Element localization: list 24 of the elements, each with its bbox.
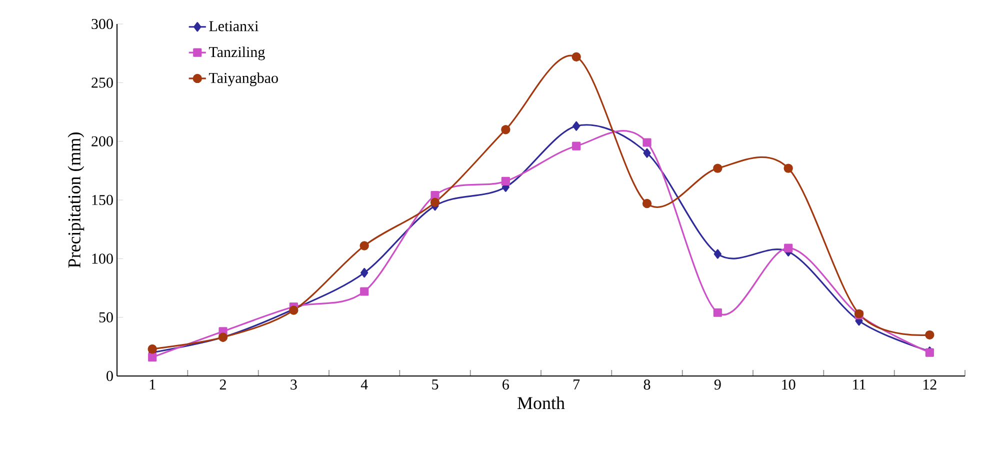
y-axis-title: Precipitation (mm): [68, 132, 84, 268]
x-tick-label: 5: [432, 380, 438, 390]
legend-label: Taiyangbao: [208, 72, 278, 86]
y-tick-label: 300: [92, 18, 113, 30]
x-tick-label: 10: [782, 380, 796, 390]
x-tick-label: 4: [360, 380, 368, 390]
x-tick-label: 7: [574, 380, 580, 390]
y-tick-label: 250: [92, 78, 113, 88]
y-tick-label: 0: [106, 370, 113, 382]
x-tick-label: 9: [714, 380, 721, 390]
x-tick-label: 2: [220, 380, 226, 390]
x-tick-label: 11: [853, 380, 866, 390]
legend-label: Tanziling: [208, 46, 265, 60]
legend-label: Letianxi: [209, 21, 258, 32]
x-tick-label: 8: [644, 380, 650, 390]
x-tick-label: 6: [502, 380, 509, 390]
y-tick-label: 50: [99, 312, 113, 322]
x-tick-label: 3: [290, 380, 297, 390]
y-tick-label: 100: [92, 254, 113, 264]
x-tick-label: 1: [150, 380, 156, 390]
x-tick-label: 12: [923, 380, 936, 390]
y-tick-label: 200: [92, 136, 113, 146]
x-axis-title: Month: [518, 396, 565, 410]
y-tick-label: 150: [92, 194, 113, 206]
